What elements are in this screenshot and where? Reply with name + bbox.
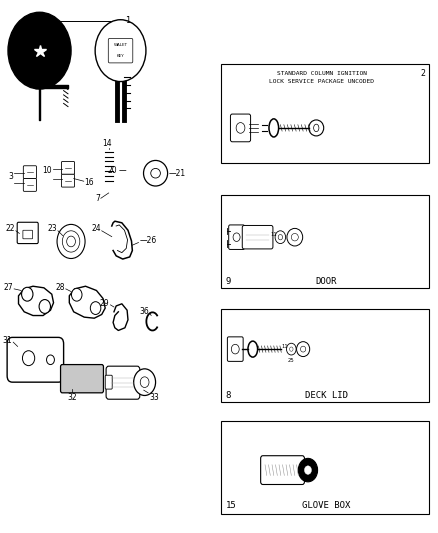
- Text: 3: 3: [8, 173, 13, 181]
- Text: 8: 8: [226, 391, 231, 400]
- Polygon shape: [69, 286, 105, 318]
- Circle shape: [298, 458, 318, 482]
- Circle shape: [233, 233, 240, 241]
- Text: 24: 24: [91, 224, 101, 232]
- FancyBboxPatch shape: [221, 421, 429, 514]
- Circle shape: [304, 466, 311, 474]
- Circle shape: [90, 302, 101, 314]
- Circle shape: [286, 343, 296, 355]
- Ellipse shape: [287, 228, 303, 246]
- Text: 36: 36: [139, 308, 149, 316]
- FancyBboxPatch shape: [23, 166, 36, 179]
- Circle shape: [71, 288, 82, 301]
- FancyBboxPatch shape: [221, 64, 429, 163]
- Circle shape: [21, 287, 33, 301]
- Circle shape: [275, 231, 286, 244]
- Text: GLOVE BOX: GLOVE BOX: [302, 501, 350, 510]
- FancyBboxPatch shape: [221, 309, 429, 402]
- FancyBboxPatch shape: [242, 225, 273, 249]
- Text: 11: 11: [281, 344, 288, 349]
- FancyBboxPatch shape: [261, 456, 304, 484]
- FancyBboxPatch shape: [227, 337, 243, 361]
- Text: DECK LID: DECK LID: [305, 391, 348, 400]
- FancyBboxPatch shape: [60, 365, 103, 393]
- Circle shape: [231, 344, 239, 354]
- Circle shape: [134, 369, 155, 395]
- Text: —: —: [118, 166, 126, 175]
- Text: —26: —26: [139, 237, 157, 245]
- Ellipse shape: [297, 342, 310, 357]
- Text: 11: 11: [270, 232, 277, 237]
- Ellipse shape: [309, 120, 324, 136]
- Ellipse shape: [314, 124, 319, 132]
- Circle shape: [67, 236, 75, 247]
- Circle shape: [62, 231, 80, 252]
- Text: 15: 15: [226, 501, 237, 510]
- Ellipse shape: [144, 160, 168, 186]
- Text: 2: 2: [421, 69, 426, 78]
- Ellipse shape: [291, 233, 298, 241]
- Text: WALET: WALET: [113, 43, 127, 47]
- Text: —21: —21: [169, 169, 186, 177]
- Text: 16: 16: [84, 178, 94, 187]
- Circle shape: [278, 235, 283, 240]
- Text: 7: 7: [95, 194, 100, 203]
- Circle shape: [8, 12, 71, 89]
- FancyBboxPatch shape: [230, 114, 251, 142]
- Text: 28: 28: [56, 284, 65, 292]
- Ellipse shape: [248, 341, 258, 357]
- Text: 27: 27: [4, 284, 13, 292]
- Circle shape: [57, 224, 85, 259]
- Text: STANDARD COLUMN IGNITION: STANDARD COLUMN IGNITION: [277, 71, 367, 76]
- Text: 20: 20: [108, 166, 117, 175]
- Ellipse shape: [151, 168, 160, 178]
- Text: 32: 32: [67, 393, 77, 402]
- FancyBboxPatch shape: [108, 38, 133, 63]
- FancyBboxPatch shape: [221, 195, 429, 288]
- Circle shape: [95, 20, 146, 82]
- Circle shape: [22, 351, 35, 366]
- Circle shape: [236, 123, 245, 133]
- Polygon shape: [18, 286, 53, 316]
- Circle shape: [46, 355, 54, 365]
- FancyBboxPatch shape: [105, 375, 112, 389]
- FancyBboxPatch shape: [23, 230, 32, 239]
- Text: LOCK SERVICE PACKAGE UNCODED: LOCK SERVICE PACKAGE UNCODED: [269, 78, 374, 84]
- Text: 29: 29: [100, 300, 110, 308]
- Text: 9: 9: [226, 277, 231, 286]
- Text: 10: 10: [42, 166, 52, 175]
- Text: 31: 31: [3, 336, 12, 344]
- FancyBboxPatch shape: [229, 225, 244, 249]
- Circle shape: [39, 300, 50, 313]
- Text: 33: 33: [149, 393, 159, 402]
- Circle shape: [140, 377, 149, 387]
- Text: DOOR: DOOR: [316, 277, 337, 286]
- FancyBboxPatch shape: [17, 222, 38, 244]
- Text: 23: 23: [47, 224, 57, 232]
- Ellipse shape: [300, 346, 306, 352]
- FancyBboxPatch shape: [23, 179, 36, 191]
- Text: 25: 25: [288, 358, 295, 362]
- FancyBboxPatch shape: [61, 161, 74, 174]
- FancyBboxPatch shape: [7, 337, 64, 382]
- Ellipse shape: [269, 119, 279, 137]
- Circle shape: [290, 347, 293, 351]
- Text: 22: 22: [6, 224, 15, 232]
- FancyBboxPatch shape: [61, 174, 74, 187]
- Text: 14: 14: [102, 139, 112, 148]
- Text: 1: 1: [125, 16, 130, 25]
- FancyBboxPatch shape: [106, 366, 140, 399]
- Text: KEY: KEY: [117, 54, 124, 58]
